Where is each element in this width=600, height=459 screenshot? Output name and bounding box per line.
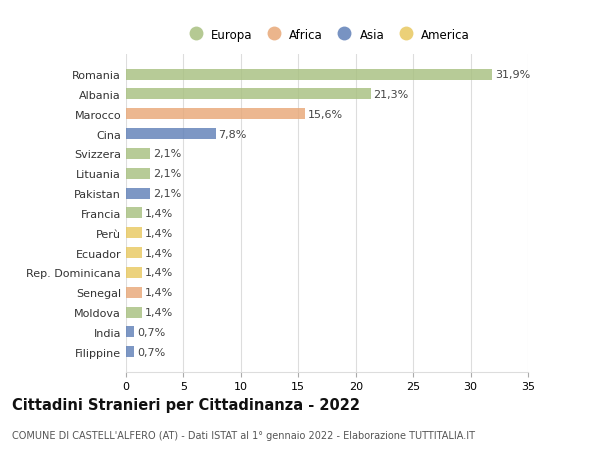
Bar <box>126 307 142 318</box>
Text: 7,8%: 7,8% <box>218 129 247 139</box>
Text: 2,1%: 2,1% <box>153 169 181 179</box>
Text: 2,1%: 2,1% <box>153 149 181 159</box>
Text: 1,4%: 1,4% <box>145 228 173 238</box>
Bar <box>126 267 142 278</box>
Text: Cittadini Stranieri per Cittadinanza - 2022: Cittadini Stranieri per Cittadinanza - 2… <box>12 397 360 412</box>
Legend: Europa, Africa, Asia, America: Europa, Africa, Asia, America <box>182 26 472 44</box>
Bar <box>126 69 493 80</box>
Bar <box>126 168 150 179</box>
Bar <box>126 149 150 160</box>
Text: 1,4%: 1,4% <box>145 268 173 278</box>
Text: 21,3%: 21,3% <box>374 90 409 100</box>
Bar <box>126 208 142 219</box>
Bar <box>126 89 371 100</box>
Bar <box>126 247 142 258</box>
Text: 1,4%: 1,4% <box>145 308 173 317</box>
Text: 31,9%: 31,9% <box>495 70 530 80</box>
Bar <box>126 129 215 140</box>
Text: 2,1%: 2,1% <box>153 189 181 199</box>
Bar <box>126 287 142 298</box>
Text: 1,4%: 1,4% <box>145 288 173 297</box>
Bar <box>126 327 134 338</box>
Bar <box>126 228 142 239</box>
Text: 0,7%: 0,7% <box>137 327 165 337</box>
Text: 1,4%: 1,4% <box>145 248 173 258</box>
Bar <box>126 347 134 358</box>
Text: COMUNE DI CASTELL'ALFERO (AT) - Dati ISTAT al 1° gennaio 2022 - Elaborazione TUT: COMUNE DI CASTELL'ALFERO (AT) - Dati IST… <box>12 431 475 441</box>
Text: 1,4%: 1,4% <box>145 208 173 218</box>
Bar <box>126 188 150 199</box>
Text: 0,7%: 0,7% <box>137 347 165 357</box>
Text: 15,6%: 15,6% <box>308 110 343 119</box>
Bar <box>126 109 305 120</box>
